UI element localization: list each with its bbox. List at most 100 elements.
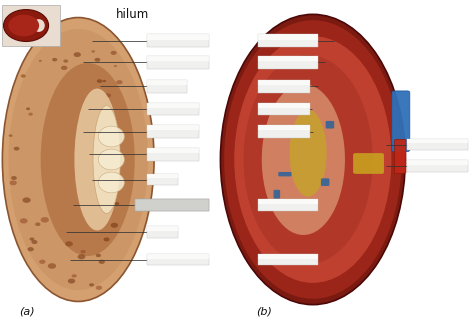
Circle shape (68, 278, 75, 284)
Ellipse shape (244, 55, 373, 264)
FancyBboxPatch shape (407, 160, 468, 165)
Circle shape (99, 260, 105, 264)
Circle shape (96, 286, 102, 290)
Ellipse shape (2, 18, 154, 301)
Ellipse shape (9, 29, 148, 290)
FancyBboxPatch shape (147, 148, 199, 161)
Circle shape (94, 58, 100, 62)
Circle shape (29, 237, 35, 241)
Ellipse shape (93, 106, 120, 213)
FancyBboxPatch shape (147, 226, 178, 238)
FancyBboxPatch shape (269, 125, 275, 135)
Circle shape (20, 218, 27, 224)
FancyBboxPatch shape (258, 199, 318, 211)
Circle shape (116, 80, 123, 84)
FancyBboxPatch shape (147, 80, 187, 93)
Ellipse shape (290, 110, 327, 197)
Ellipse shape (41, 63, 135, 256)
Circle shape (114, 202, 119, 205)
FancyBboxPatch shape (258, 103, 310, 108)
Circle shape (9, 181, 17, 185)
FancyBboxPatch shape (273, 190, 280, 199)
FancyBboxPatch shape (135, 199, 209, 211)
Circle shape (89, 283, 94, 286)
Circle shape (65, 241, 73, 247)
Ellipse shape (3, 10, 49, 41)
Ellipse shape (33, 19, 45, 32)
Circle shape (48, 263, 56, 269)
FancyBboxPatch shape (147, 125, 199, 138)
FancyBboxPatch shape (258, 56, 318, 69)
FancyBboxPatch shape (135, 199, 209, 204)
FancyBboxPatch shape (258, 254, 318, 259)
FancyBboxPatch shape (258, 125, 310, 130)
FancyBboxPatch shape (283, 108, 298, 113)
FancyBboxPatch shape (147, 254, 209, 265)
Circle shape (26, 108, 30, 110)
FancyBboxPatch shape (258, 34, 318, 47)
Circle shape (28, 113, 33, 116)
Circle shape (102, 80, 106, 82)
FancyBboxPatch shape (258, 199, 318, 204)
Circle shape (114, 65, 117, 67)
Circle shape (11, 176, 17, 180)
FancyBboxPatch shape (147, 125, 199, 130)
Circle shape (72, 274, 77, 278)
FancyBboxPatch shape (147, 103, 199, 108)
Circle shape (110, 51, 117, 55)
FancyBboxPatch shape (353, 153, 384, 174)
FancyBboxPatch shape (407, 139, 468, 143)
Circle shape (22, 197, 31, 203)
Circle shape (91, 50, 95, 53)
FancyBboxPatch shape (407, 139, 468, 150)
Circle shape (31, 240, 37, 244)
Circle shape (81, 250, 86, 254)
FancyBboxPatch shape (258, 80, 310, 85)
FancyBboxPatch shape (147, 103, 199, 115)
Ellipse shape (74, 88, 120, 230)
FancyBboxPatch shape (394, 139, 406, 173)
Circle shape (39, 260, 46, 264)
Ellipse shape (262, 84, 345, 235)
FancyBboxPatch shape (147, 34, 209, 40)
FancyBboxPatch shape (147, 254, 209, 259)
Circle shape (78, 254, 85, 259)
FancyBboxPatch shape (147, 80, 187, 85)
FancyBboxPatch shape (147, 34, 209, 47)
Circle shape (97, 79, 102, 83)
Circle shape (9, 134, 12, 137)
Text: (a): (a) (19, 306, 35, 316)
FancyBboxPatch shape (258, 103, 310, 115)
FancyBboxPatch shape (326, 121, 334, 129)
FancyBboxPatch shape (258, 254, 318, 265)
FancyBboxPatch shape (407, 160, 468, 172)
FancyBboxPatch shape (278, 172, 292, 176)
FancyBboxPatch shape (258, 80, 310, 93)
FancyBboxPatch shape (258, 56, 318, 61)
FancyBboxPatch shape (147, 56, 209, 69)
Circle shape (96, 254, 101, 257)
Circle shape (14, 147, 19, 151)
FancyBboxPatch shape (258, 34, 318, 40)
Text: (b): (b) (256, 306, 272, 316)
FancyBboxPatch shape (147, 56, 209, 61)
Circle shape (35, 222, 40, 226)
Ellipse shape (99, 149, 124, 170)
Circle shape (64, 59, 68, 63)
Circle shape (21, 74, 26, 78)
Circle shape (61, 66, 67, 70)
Circle shape (39, 60, 42, 62)
Circle shape (73, 52, 81, 57)
Circle shape (54, 31, 60, 34)
FancyBboxPatch shape (147, 226, 178, 231)
Circle shape (27, 247, 34, 251)
Ellipse shape (9, 15, 39, 36)
Ellipse shape (234, 36, 392, 283)
Circle shape (105, 93, 111, 98)
FancyBboxPatch shape (147, 174, 178, 178)
Ellipse shape (224, 20, 401, 299)
Ellipse shape (99, 172, 124, 193)
Circle shape (103, 237, 109, 241)
Circle shape (52, 58, 57, 61)
FancyBboxPatch shape (147, 148, 199, 153)
